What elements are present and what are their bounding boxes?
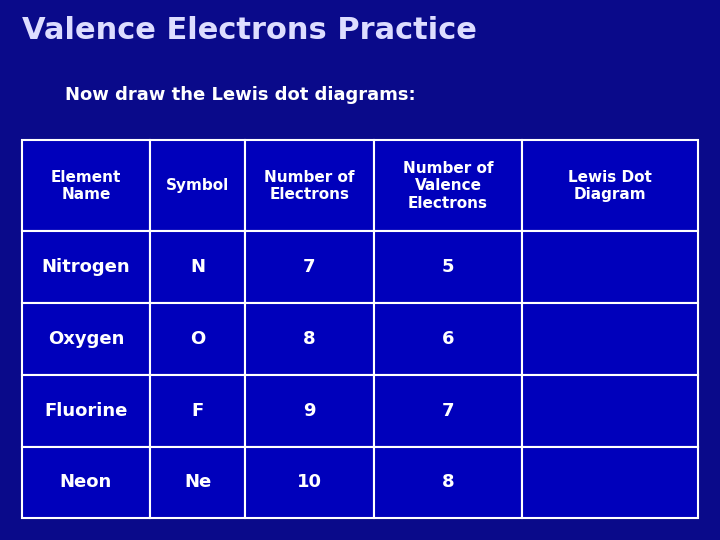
Text: 7: 7 — [303, 258, 315, 276]
Bar — [22, 375, 150, 447]
Text: 10: 10 — [297, 474, 322, 491]
Bar — [245, 447, 374, 518]
Bar — [245, 375, 374, 447]
Bar — [523, 303, 698, 375]
Text: 8: 8 — [303, 330, 315, 348]
Bar — [523, 231, 698, 303]
Text: Number of
Electrons: Number of Electrons — [264, 170, 354, 202]
Bar — [523, 447, 698, 518]
Text: Ne: Ne — [184, 474, 211, 491]
Bar — [22, 140, 150, 231]
Text: 8: 8 — [441, 474, 454, 491]
Text: O: O — [190, 330, 205, 348]
Bar — [150, 375, 245, 447]
Text: Symbol: Symbol — [166, 178, 229, 193]
Text: Now draw the Lewis dot diagrams:: Now draw the Lewis dot diagrams: — [65, 86, 415, 104]
Text: Element
Name: Element Name — [50, 170, 121, 202]
Bar — [150, 231, 245, 303]
Text: 6: 6 — [442, 330, 454, 348]
Text: 7: 7 — [442, 402, 454, 420]
Text: N: N — [190, 258, 205, 276]
Text: Fluorine: Fluorine — [44, 402, 127, 420]
Text: Valence Electrons Practice: Valence Electrons Practice — [22, 16, 477, 45]
Bar — [374, 375, 523, 447]
Text: Number of
Valence
Electrons: Number of Valence Electrons — [402, 161, 493, 211]
Bar — [22, 231, 150, 303]
Text: Oxygen: Oxygen — [48, 330, 124, 348]
Text: Nitrogen: Nitrogen — [42, 258, 130, 276]
Bar — [150, 140, 245, 231]
Text: 9: 9 — [303, 402, 315, 420]
Bar — [22, 447, 150, 518]
Text: F: F — [192, 402, 204, 420]
Bar — [245, 231, 374, 303]
Bar — [150, 447, 245, 518]
Text: 5: 5 — [442, 258, 454, 276]
Bar — [374, 231, 523, 303]
Bar — [245, 140, 374, 231]
Bar — [523, 140, 698, 231]
Bar — [245, 303, 374, 375]
Bar — [150, 303, 245, 375]
Bar — [523, 375, 698, 447]
Bar — [22, 303, 150, 375]
Bar — [374, 447, 523, 518]
Bar — [374, 303, 523, 375]
Bar — [374, 140, 523, 231]
Text: Lewis Dot
Diagram: Lewis Dot Diagram — [569, 170, 652, 202]
Text: Neon: Neon — [60, 474, 112, 491]
